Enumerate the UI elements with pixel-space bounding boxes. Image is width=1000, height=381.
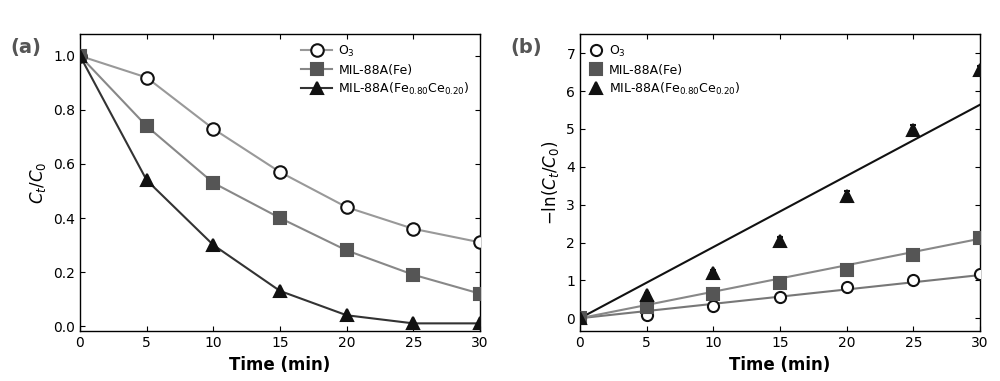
MIL-88A(Fe) [274,216,286,220]
Y-axis label: $C_t/C_0$: $C_t/C_0$ [28,162,48,204]
MIL-88A(Fe) [407,272,419,277]
MIL-88A(Fe) [474,291,486,296]
MIL-88A(Fe$_{0.80}$Ce$_{0.20}$) [141,178,153,182]
O$_3$ [141,75,153,80]
O$_3$ [407,227,419,231]
MIL-88A(Fe$_{0.80}$Ce$_{0.20}$) [274,289,286,293]
Legend: O$_3$, MIL-88A(Fe), MIL-88A(Fe$_{0.80}$Ce$_{0.20}$): O$_3$, MIL-88A(Fe), MIL-88A(Fe$_{0.80}$C… [297,40,474,101]
MIL-88A(Fe) [74,54,86,58]
X-axis label: Time (min): Time (min) [729,356,831,374]
Y-axis label: $-\ln(C_t/C_0)$: $-\ln(C_t/C_0)$ [540,141,561,225]
MIL-88A(Fe$_{0.80}$Ce$_{0.20}$) [207,243,219,247]
O$_3$ [207,126,219,131]
O$_3$ [474,240,486,245]
Line: MIL-88A(Fe): MIL-88A(Fe) [74,50,486,300]
MIL-88A(Fe) [141,124,153,128]
Legend: O$_3$, MIL-88A(Fe), MIL-88A(Fe$_{0.80}$Ce$_{0.20}$): O$_3$, MIL-88A(Fe), MIL-88A(Fe$_{0.80}$C… [586,40,744,101]
MIL-88A(Fe) [207,181,219,185]
Line: O$_3$: O$_3$ [74,50,486,248]
O$_3$ [74,54,86,58]
O$_3$ [341,205,353,210]
MIL-88A(Fe$_{0.80}$Ce$_{0.20}$) [407,321,419,326]
Text: (a): (a) [10,38,41,57]
MIL-88A(Fe$_{0.80}$Ce$_{0.20}$) [341,313,353,317]
X-axis label: Time (min): Time (min) [229,356,331,374]
Text: (b): (b) [510,38,542,57]
MIL-88A(Fe) [341,248,353,253]
MIL-88A(Fe$_{0.80}$Ce$_{0.20}$) [74,54,86,58]
O$_3$ [274,170,286,174]
Line: MIL-88A(Fe$_{0.80}$Ce$_{0.20}$): MIL-88A(Fe$_{0.80}$Ce$_{0.20}$) [74,50,486,330]
MIL-88A(Fe$_{0.80}$Ce$_{0.20}$) [474,321,486,326]
